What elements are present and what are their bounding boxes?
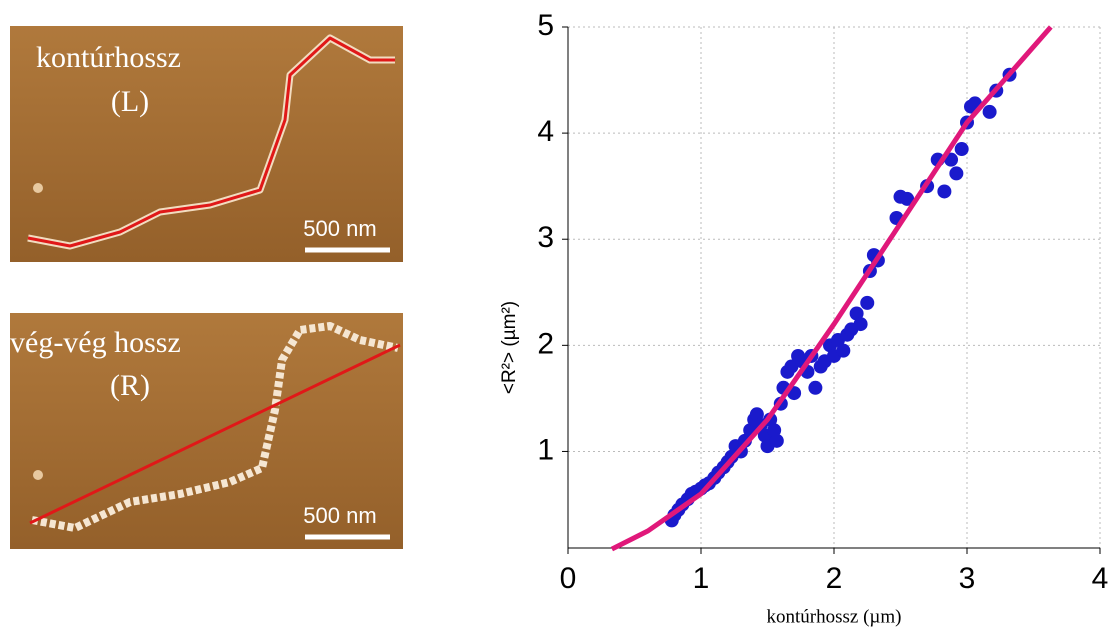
fit-curve xyxy=(610,25,1053,552)
data-point xyxy=(982,104,997,119)
dna-strand xyxy=(31,322,399,532)
end-to-end-line xyxy=(29,343,401,525)
afm-panel: kontúrhossz (L) 500 nm xyxy=(10,26,403,262)
x-tick-label: 2 xyxy=(826,562,843,595)
speck xyxy=(33,470,43,480)
y-tick-label: 4 xyxy=(537,115,554,148)
x-axis-label: kontúrhossz (µm) xyxy=(767,606,902,627)
data-point xyxy=(749,407,764,422)
contour-trace xyxy=(27,36,395,248)
y-tick-label: 1 xyxy=(537,433,554,466)
afm-image xyxy=(10,313,403,549)
data-point xyxy=(769,433,784,448)
data-point xyxy=(954,142,969,157)
chart: 0 1 2 3 4 1 2 3 4 5 kontúrhossz (µm) <R²> (µm²) xyxy=(499,9,1108,627)
data-point xyxy=(808,380,823,395)
data-point xyxy=(784,359,799,374)
data-point xyxy=(853,317,868,332)
data-point xyxy=(949,166,964,181)
data-point xyxy=(937,184,952,199)
afm-panel: vég-vég hossz (R) 500 nm xyxy=(10,313,403,549)
scale-bar-label: 500 nm xyxy=(303,216,376,241)
x-tick-label: 0 xyxy=(560,562,577,595)
data-point xyxy=(836,343,851,358)
data-point xyxy=(849,306,864,321)
panel-label: kontúrhossz xyxy=(36,41,181,74)
y-tick-label: 2 xyxy=(537,327,554,360)
y-tick-label: 3 xyxy=(537,221,554,254)
panel-symbol: (L) xyxy=(111,85,149,118)
x-tick-label: 4 xyxy=(1092,562,1109,595)
data-point xyxy=(767,423,782,438)
x-tick-label: 1 xyxy=(693,562,710,595)
panel-symbol: (R) xyxy=(110,369,150,402)
x-tick-label: 3 xyxy=(959,562,976,595)
speck xyxy=(33,183,43,193)
data-point xyxy=(860,295,875,310)
y-tick-label: 5 xyxy=(537,9,554,42)
scale-bar-label: 500 nm xyxy=(303,503,376,528)
afm-image xyxy=(10,26,403,262)
y-axis-label: <R²> (µm²) xyxy=(499,301,520,394)
panel-label: vég-vég hossz xyxy=(10,326,181,359)
data-point xyxy=(900,191,915,206)
